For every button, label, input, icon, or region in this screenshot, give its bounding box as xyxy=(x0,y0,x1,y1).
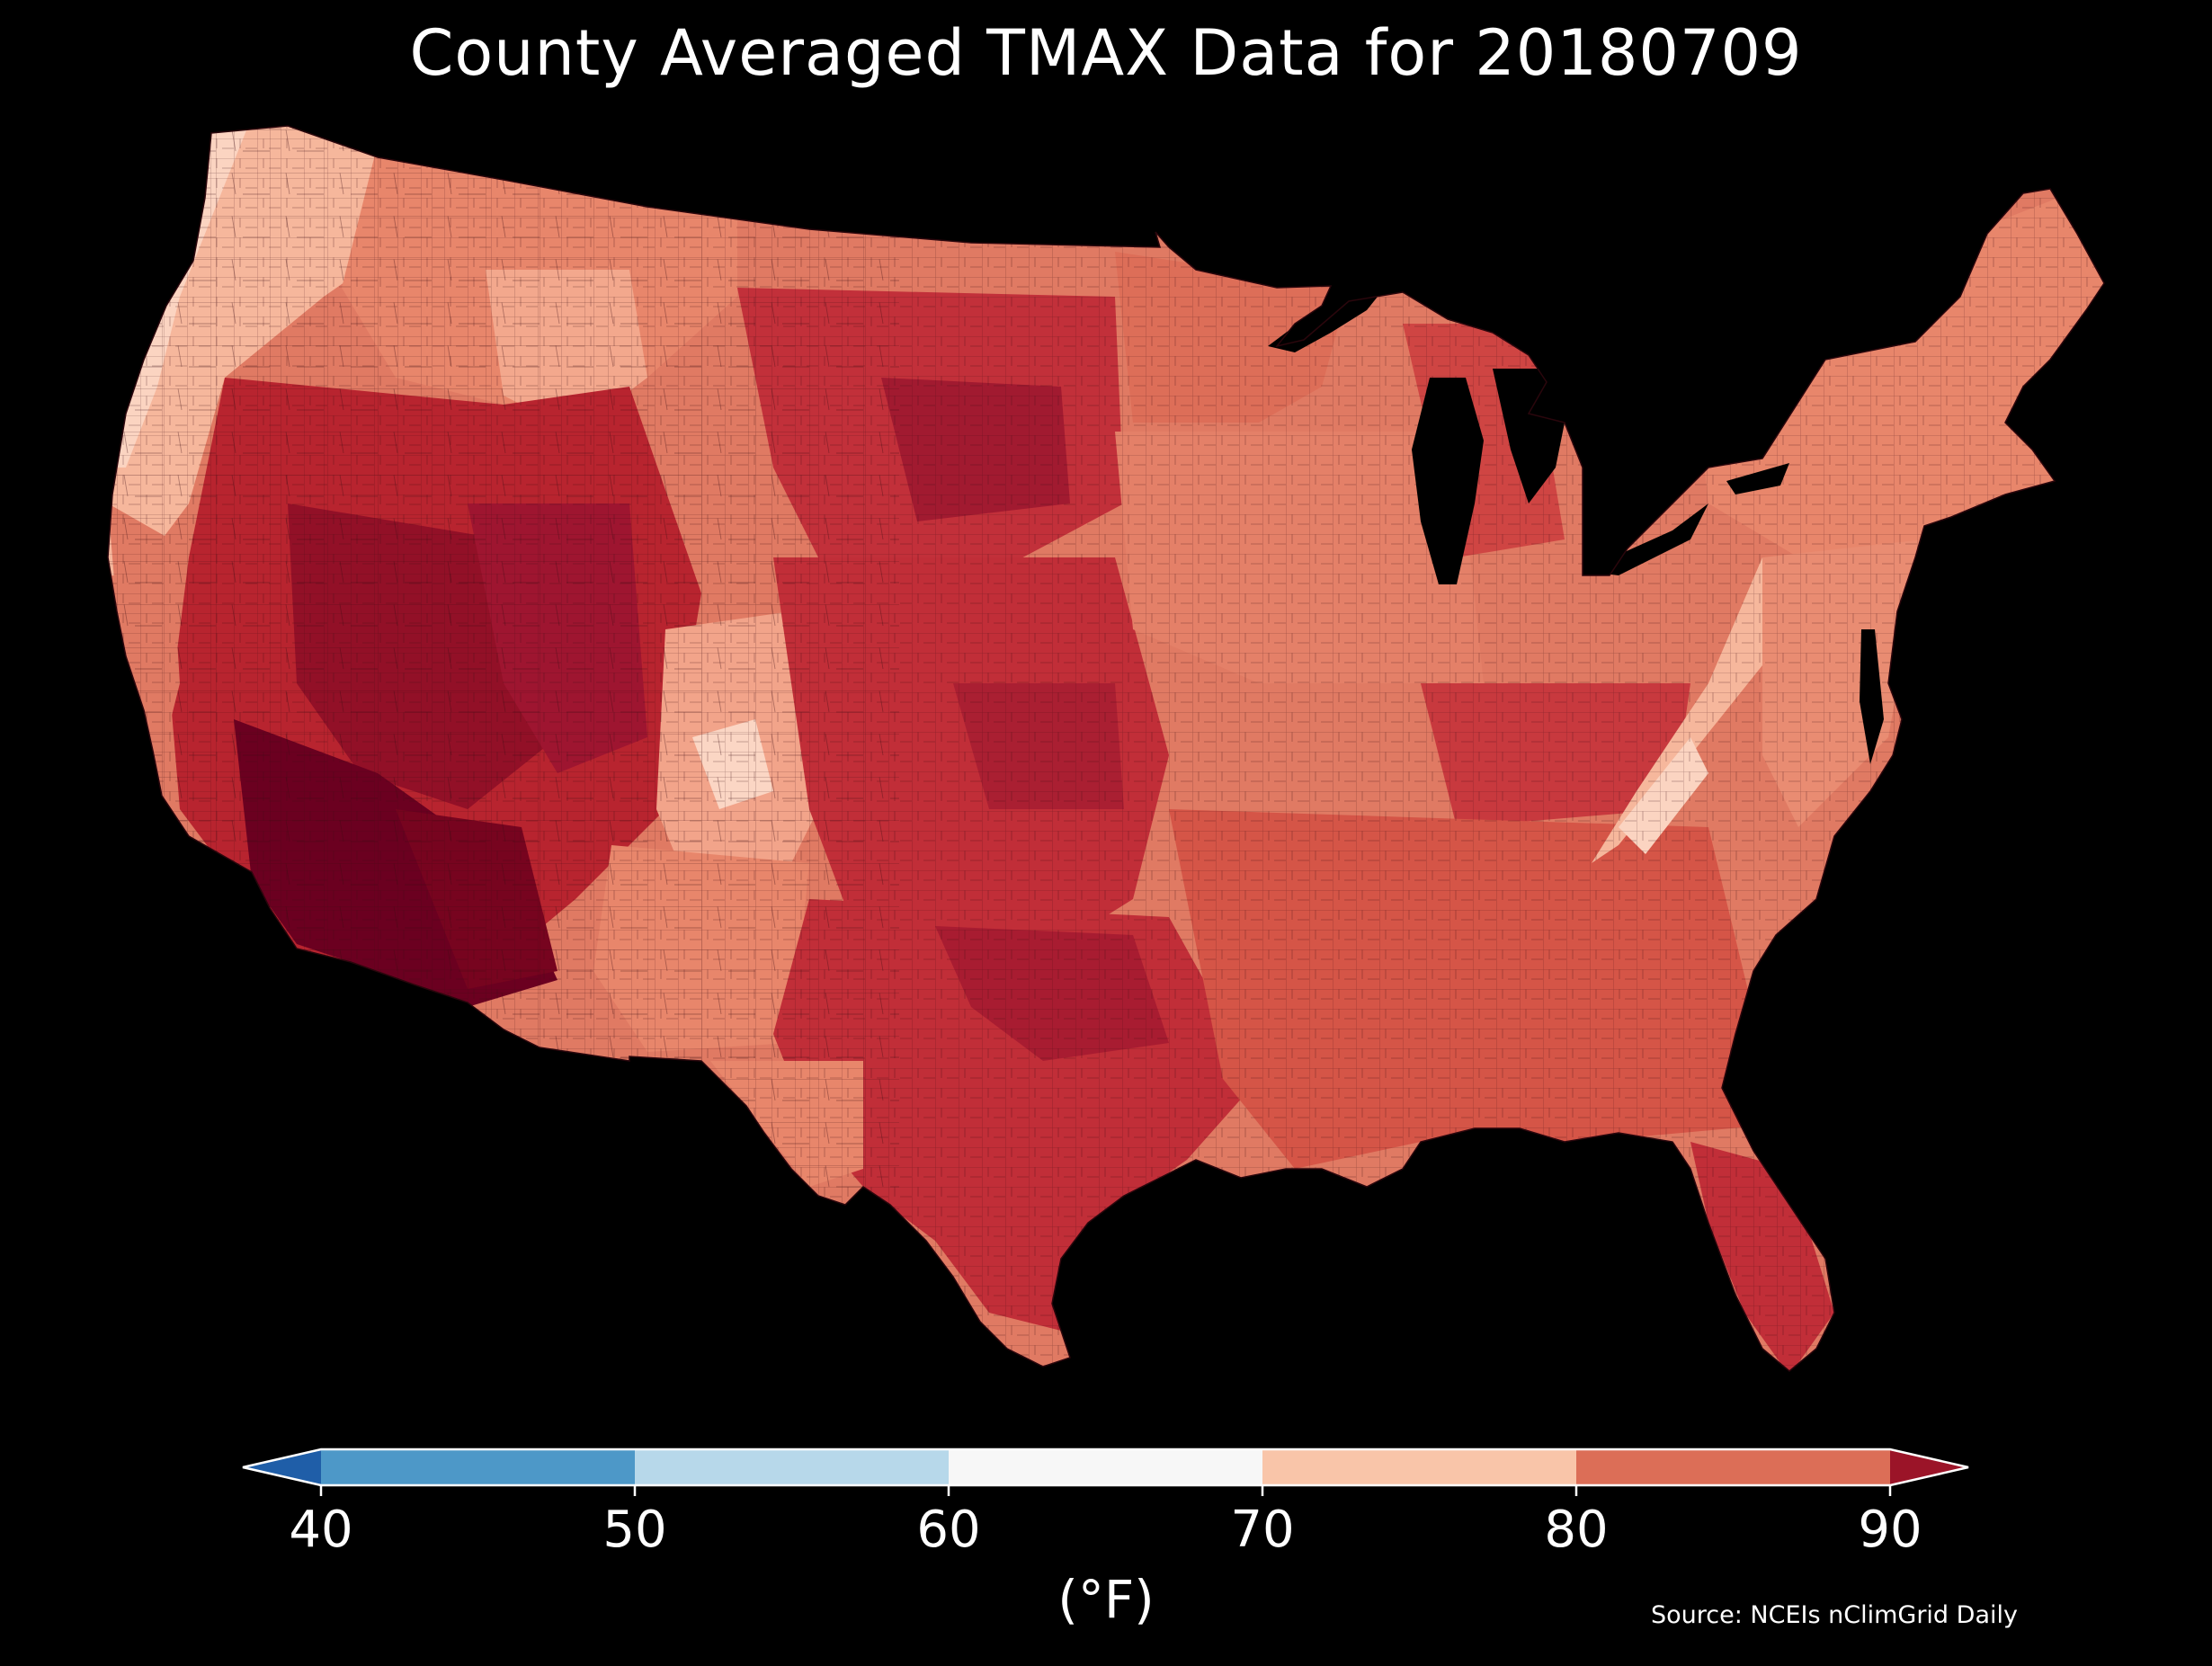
colorbar-tick-label-80: 80 xyxy=(1544,1501,1608,1559)
lake-michigan xyxy=(1412,378,1484,584)
map-title: County Averaged TMAX Data for 20180709 xyxy=(409,16,1803,90)
colorbar-tick-label-90: 90 xyxy=(1858,1501,1922,1559)
colorbar-bin-40-50 xyxy=(321,1449,635,1485)
colorbar-bin-70-80 xyxy=(1262,1449,1576,1485)
source-label: Source: NCEIs nClimGrid Daily xyxy=(1651,1601,2018,1629)
colorbar-tick-label-40: 40 xyxy=(289,1501,352,1559)
colorbar-tick-label-50: 50 xyxy=(602,1501,666,1559)
chesapeake-bay xyxy=(1860,629,1884,764)
choropleth-map xyxy=(107,125,2105,1372)
colorbar-bin-80-90 xyxy=(1576,1449,1890,1485)
colorbar-over-extend xyxy=(1890,1449,1968,1485)
lake-huron xyxy=(1493,369,1565,503)
colorbar-tick-label-70: 70 xyxy=(1230,1501,1294,1559)
colorbar-under-extend xyxy=(243,1449,321,1485)
lake-ontario xyxy=(1726,463,1789,494)
colorbar-bin-50-60 xyxy=(635,1449,949,1485)
colorbar-tick-label-60: 60 xyxy=(916,1501,980,1559)
colorbar-bin-60-70 xyxy=(949,1449,1262,1485)
colorbar-unit-label: (°F) xyxy=(1057,1569,1155,1630)
lake-erie xyxy=(1583,503,1708,575)
